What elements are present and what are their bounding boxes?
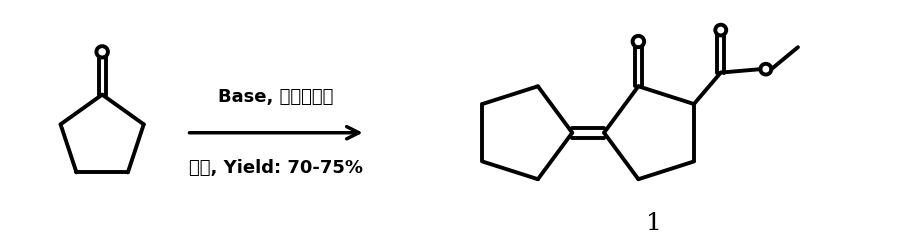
Text: Base, 碘酸二甲酩: Base, 碘酸二甲酩 — [219, 88, 334, 106]
Text: 1: 1 — [646, 212, 662, 235]
Text: 甲苯, Yield: 70-75%: 甲苯, Yield: 70-75% — [189, 159, 363, 177]
